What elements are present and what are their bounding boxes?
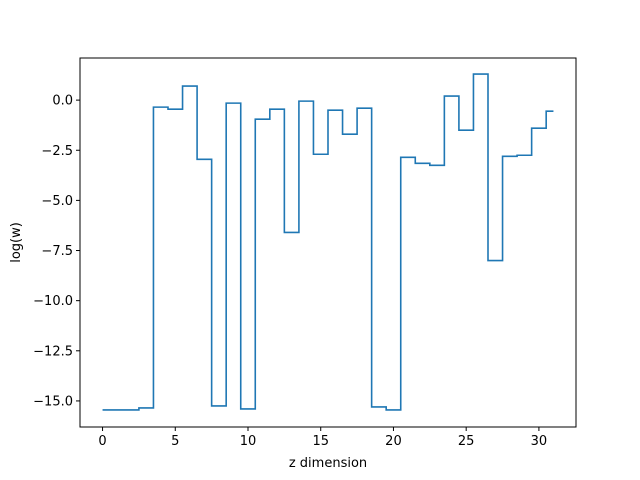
x-tick-label: 15 [312, 434, 329, 449]
plot-area [79, 57, 577, 428]
x-tick-label: 5 [171, 434, 179, 449]
x-axis-label: z dimension [289, 456, 367, 471]
x-tick-label: 30 [531, 434, 548, 449]
series-line [102, 73, 554, 411]
y-tick-label: 0.0 [52, 94, 73, 109]
x-tick-label: 10 [240, 434, 257, 449]
y-tick-label: −15.0 [33, 394, 73, 409]
x-axis: 0 5 10 15 20 25 30 [98, 427, 547, 449]
x-tick-label: 25 [458, 434, 475, 449]
y-tick-label: −10.0 [33, 294, 73, 309]
y-axis: 0.0 −2.5 −5.0 −7.5 −10.0 −12.5 −15.0 [33, 94, 80, 409]
x-tick-label: 0 [98, 434, 106, 449]
axes-frame [79, 57, 577, 428]
y-tick-label: −5.0 [41, 194, 73, 209]
y-tick-label: −2.5 [41, 144, 73, 159]
x-tick-label: 20 [385, 434, 402, 449]
y-axis-label: log(w) [9, 222, 24, 263]
y-tick-label: −12.5 [33, 344, 73, 359]
y-tick-label: −7.5 [41, 244, 73, 259]
